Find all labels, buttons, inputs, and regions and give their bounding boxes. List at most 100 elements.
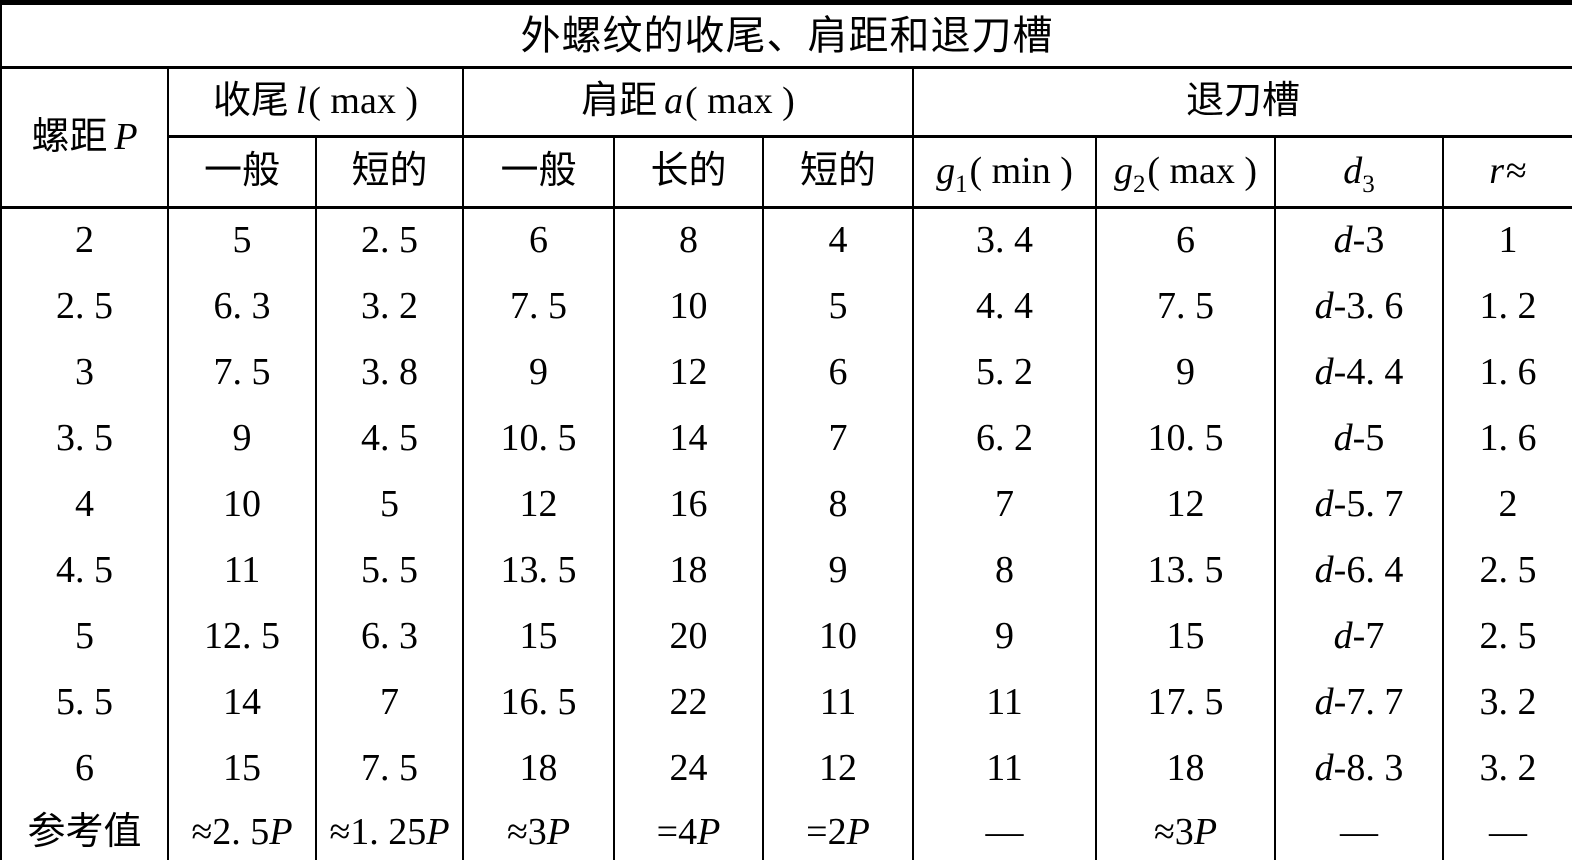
table-cell: 2 — [1442, 471, 1572, 538]
table-cell: 8 — [613, 207, 763, 274]
table-cell: 1. 6 — [1442, 405, 1572, 472]
table-cell: d-7 — [1274, 603, 1443, 670]
header-group-runout: 收尾 l( max ) — [167, 67, 463, 138]
table-cell: 5 — [315, 471, 463, 538]
table-cell: 6. 3 — [167, 273, 316, 340]
table-cell: 12 — [462, 471, 614, 538]
table-cell: 7. 5 — [315, 735, 463, 802]
table-row: 5 12. 5 6. 3 15 20 10 9 15 d-7 2. 5 — [1, 603, 1572, 670]
table-cell: 9 — [762, 537, 913, 604]
title-row: 外螺纹的收尾、肩距和退刀槽 — [1, 2, 1572, 69]
table-cell: 7. 5 — [462, 273, 614, 340]
table-cell: 9 — [912, 603, 1096, 670]
table-cell: 5. 5 — [315, 537, 463, 604]
header-shoulder-short: 短的 — [762, 136, 913, 209]
table-cell: 12 — [1095, 471, 1275, 538]
table-cell: d-6. 4 — [1274, 537, 1443, 604]
table-cell: 5 — [75, 614, 94, 657]
table-cell: 9 — [462, 339, 614, 406]
header-r-approx: r≈ — [1442, 136, 1572, 209]
table-cell: 3. 2 — [1442, 735, 1572, 802]
header-pitch-var: P — [114, 115, 138, 158]
table-cell: — — [1442, 801, 1572, 860]
header-runout-var: l — [295, 80, 307, 123]
table-cell: 6 — [1095, 207, 1275, 274]
header-shoulder-general: 一般 — [462, 136, 614, 209]
table-cell: 7. 5 — [167, 339, 316, 406]
table-row: 4. 5 11 5. 5 13. 5 18 9 8 13. 5 d-6. 4 2. 5 — [1, 537, 1572, 604]
table-row: 3. 5 9 4. 5 10. 5 14 7 6. 2 10. 5 d-5 1. 6 — [1, 405, 1572, 472]
table-cell: d-3 — [1274, 207, 1443, 274]
header-shoulder-long: 长的 — [613, 136, 763, 209]
header-shoulder-var: a — [664, 80, 684, 123]
table-cell: 6 — [462, 207, 614, 274]
header-runout-suffix: ( max ) — [308, 80, 419, 123]
table-cell: 14 — [167, 669, 316, 736]
table-cell: 17. 5 — [1095, 669, 1275, 736]
table-cell: 6 — [762, 339, 913, 406]
table-cell: 6. 2 — [912, 405, 1096, 472]
table-cell: 8 — [912, 537, 1096, 604]
header-group-row: 螺距 P 收尾 l( max ) 肩距 a( max ) 退刀槽 — [1, 67, 1572, 209]
header-runout-text: 收尾 — [212, 80, 289, 123]
table-cell: 4. 5 — [315, 405, 463, 472]
table-cell: 5. 2 — [912, 339, 1096, 406]
header-sub-row: 一般 短的 一般 长的 短的 g1( min ) g2( max ) d3 r≈ — [1, 136, 1572, 209]
table-cell: 3. 2 — [315, 273, 463, 340]
table-cell: 3 — [75, 350, 94, 393]
table-cell: 13. 5 — [1095, 537, 1275, 604]
table-row: 2. 5 6. 3 3. 2 7. 5 10 5 4. 4 7. 5 d-3. 6 1. 2 — [1, 273, 1572, 340]
table-cell: 11 — [912, 669, 1096, 736]
table-row: 6 15 7. 5 18 24 12 11 18 d-8. 3 3. 2 — [1, 735, 1572, 802]
table-cell: d-7. 7 — [1274, 669, 1443, 736]
table-cell: — — [912, 801, 1096, 860]
table-cell: 8 — [762, 471, 913, 538]
table-cell: 1. 6 — [1442, 339, 1572, 406]
table-cell: 16. 5 — [462, 669, 614, 736]
header-group-shoulder: 肩距 a( max ) — [462, 67, 913, 138]
table-cell: 10 — [167, 471, 316, 538]
table-cell: 3. 5 — [56, 416, 113, 459]
table-cell: 16 — [613, 471, 763, 538]
table-cell: 9 — [1095, 339, 1275, 406]
table-cell: 10 — [762, 603, 913, 670]
table-cell: ≈3P — [462, 801, 614, 860]
header-g2-max: g2( max ) — [1095, 136, 1275, 209]
table-cell: ≈3P — [1095, 801, 1275, 860]
table-cell: 5 — [167, 207, 316, 274]
table-cell: 4. 4 — [912, 273, 1096, 340]
table-cell: d-3. 6 — [1274, 273, 1443, 340]
table-body: 2 5 2. 5 6 8 4 3. 4 6 d-3 1 2. 5 6. 3 3. 2 7. 5 10 5 4. … — [1, 207, 1572, 860]
table-cell: 1. 2 — [1442, 273, 1572, 340]
table-cell: 12. 5 — [167, 603, 316, 670]
table-cell: 4. 5 — [56, 548, 113, 591]
table-cell: 9 — [167, 405, 316, 472]
table-cell: 6 — [75, 746, 94, 789]
table-cell: 18 — [613, 537, 763, 604]
table-cell: d-8. 3 — [1274, 735, 1443, 802]
table-cell: 2. 5 — [1442, 603, 1572, 670]
table-cell: 4 — [75, 482, 94, 525]
table-cell: 7 — [762, 405, 913, 472]
table-cell: ≈2. 5P — [167, 801, 316, 860]
table-cell: =2P — [762, 801, 913, 860]
header-pitch: 螺距 P — [1, 67, 168, 209]
table-cell: 4 — [762, 207, 913, 274]
table-cell: 20 — [613, 603, 763, 670]
table-cell: 12 — [762, 735, 913, 802]
table-cell: 11 — [912, 735, 1096, 802]
table-cell: 10 — [613, 273, 763, 340]
table-cell: ≈1. 25P — [315, 801, 463, 860]
table-cell: 6. 3 — [315, 603, 463, 670]
table-cell: 7 — [315, 669, 463, 736]
table-cell: =4P — [613, 801, 763, 860]
header-g1-min: g1( min ) — [912, 136, 1096, 209]
table-title: 外螺纹的收尾、肩距和退刀槽 — [1, 2, 1572, 69]
reference-row: 参考值 ≈2. 5P ≈1. 25P ≈3P =4P =2P — ≈3P — — — [1, 801, 1572, 860]
table-cell: 2. 5 — [1442, 537, 1572, 604]
table-cell: 2 — [75, 219, 94, 262]
table-cell: 10. 5 — [462, 405, 614, 472]
